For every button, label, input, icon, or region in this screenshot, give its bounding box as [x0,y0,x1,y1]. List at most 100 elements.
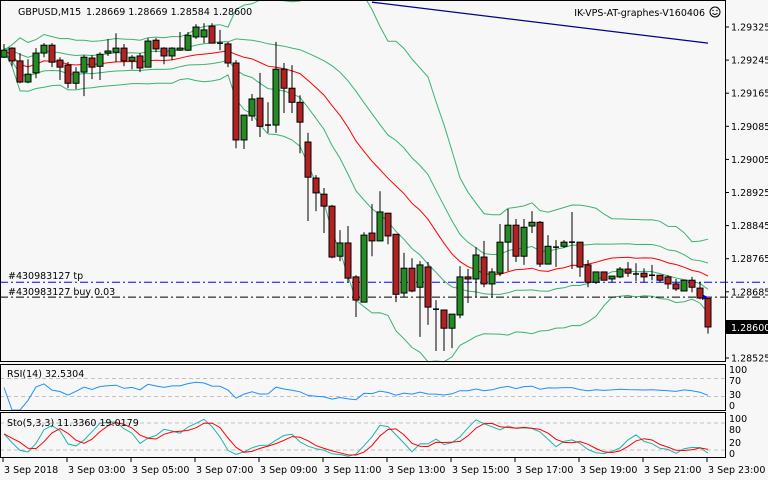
candle-body [528,221,536,227]
candle-body [40,44,48,54]
candle [296,95,304,154]
price-axis: 1.29325 1.29245 1.29165 1.29085 1.29005 1.289… [725,23,768,365]
candle [72,67,80,90]
candle [336,230,344,262]
rsi-axis-label: 70 [729,376,741,387]
candle-body [656,274,664,281]
candle-body [376,211,384,242]
current-price-tag: 1.28600 [726,320,768,334]
candle-body [352,276,360,301]
candle-body [680,279,688,292]
candle-body [56,59,64,68]
smiley-icon[interactable] [709,6,721,18]
tp-order-label: #430983127 tp [8,271,83,282]
candle [480,240,488,288]
expert-name: IK-VPS-AT-graphes-V160406 [574,8,705,19]
candle-body [480,256,488,285]
candle [88,55,96,80]
candle-body [688,279,696,288]
candle-body [576,241,584,268]
candle-body [152,39,160,50]
candle [40,43,48,58]
candle-body [472,254,480,280]
candle [528,211,536,234]
candle-body [440,309,448,329]
stochastic-panel[interactable] [0,418,725,457]
candle [512,218,520,263]
candle-body [408,267,416,292]
candle [248,94,256,121]
candle [280,62,288,114]
ohlc-readout: 1.28669 1.28669 1.28584 1.28600 [86,7,252,18]
candle-body [600,271,608,281]
candle [208,23,216,44]
candle [328,204,336,259]
candle [64,62,72,89]
stoch-panel-frame [0,412,726,458]
candle-body [256,97,264,127]
candle [424,262,432,325]
candle-body [0,49,8,58]
candle-body [360,234,368,303]
candle [16,53,24,84]
candle-body [448,313,456,329]
candle [649,264,655,281]
candle [488,268,496,298]
price-tick-label: 1.29245 [731,56,768,67]
candle [472,247,480,298]
candle [448,313,456,349]
candle-body [616,268,624,278]
candles [0,23,712,351]
candle-body [96,53,104,67]
candle-body [512,224,520,257]
candle [304,132,312,222]
time-tick-label: 3 Sep 23:00 [708,465,765,476]
candle-body [288,87,296,103]
candle [48,43,56,68]
price-tick-label: 1.29005 [731,155,768,166]
candle-body [8,47,16,62]
price-tick-label: 1.28525 [731,354,768,365]
candle [408,258,416,293]
candle-body [200,29,208,38]
rsi-axis-label: 30 [729,390,741,401]
candle [672,278,680,291]
stoch-label: Sto(5,3,3) 11.3360 19.0179 [7,418,139,429]
candle [376,191,384,242]
candle-body [48,44,56,63]
stoch-signal-line [3,421,709,456]
time-tick-label: 3 Sep 07:00 [196,465,253,476]
candle-body [584,264,592,283]
candle-body [120,47,128,62]
candle [560,240,568,248]
candle [168,47,176,61]
candle [217,29,223,51]
candle [184,31,192,51]
candle-body [464,276,472,280]
candle [200,23,208,44]
candle [8,47,16,67]
candle-body [24,73,32,83]
stoch-axis-label: 80 [729,425,741,436]
candle [440,309,448,351]
stoch-axis-label: 0 [729,449,735,460]
candle-body [416,264,424,288]
candle [608,275,616,283]
rsi-panel[interactable] [0,378,725,411]
stoch-axis-label: 100 [729,414,747,425]
candle-body [400,267,408,294]
candle [312,175,320,212]
candle-body [384,212,392,237]
candle-body [136,55,144,69]
candle [464,269,472,303]
inner-band-upper [3,38,709,264]
candle [352,275,360,318]
candle-body [144,40,152,68]
rsi-label: RSI(14) 32.5304 [7,369,84,380]
candle [576,241,584,277]
candle-body [232,62,240,141]
price-tick-label: 1.29085 [731,122,768,133]
candle [624,262,632,277]
price-tick-label: 1.28845 [731,221,768,232]
